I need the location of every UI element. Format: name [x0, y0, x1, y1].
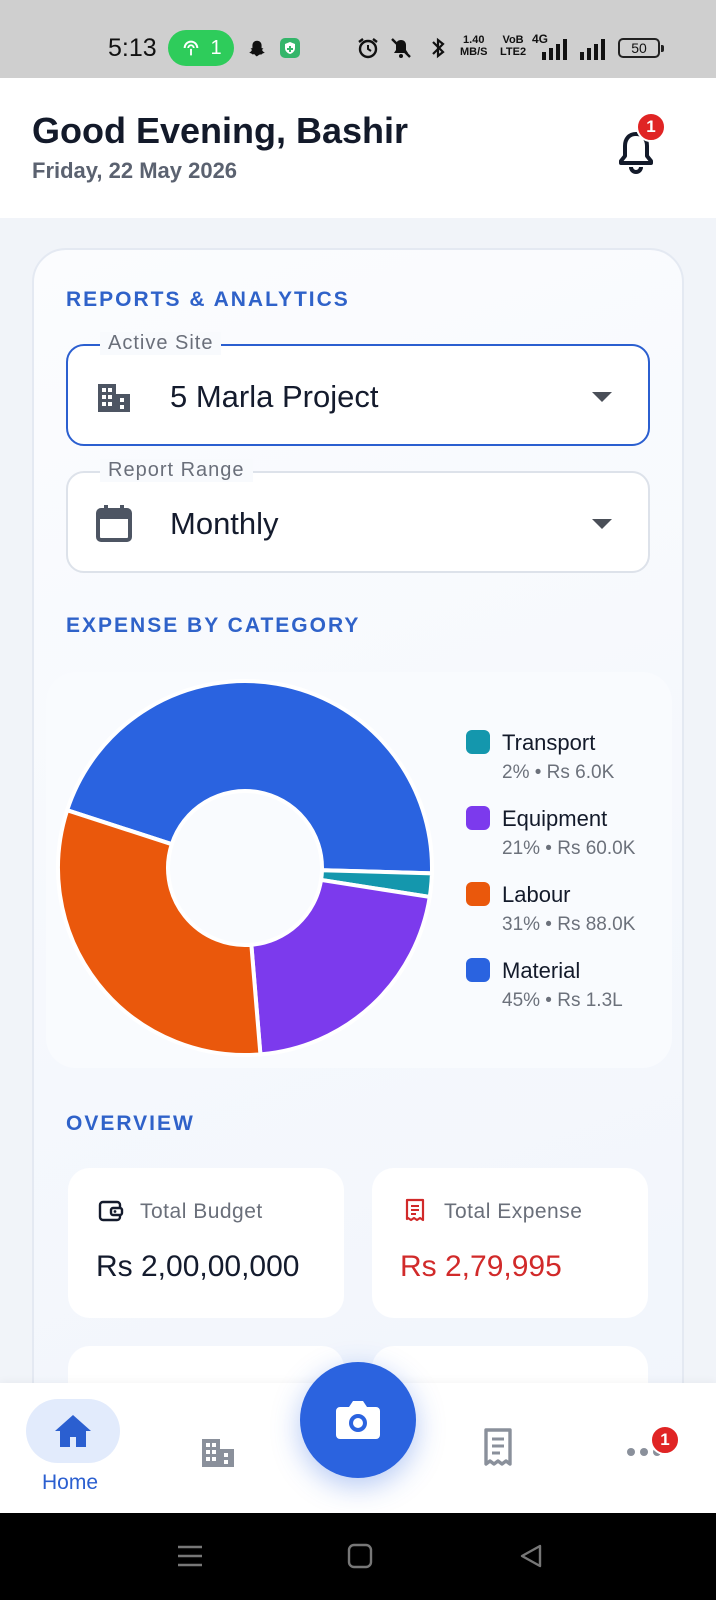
speed-value: 1.40 — [463, 34, 485, 46]
total-budget-label: Total Budget — [140, 1200, 263, 1223]
receipt-icon — [405, 1198, 425, 1222]
legend-item-material: Material 45% • Rs 1.3L — [466, 958, 686, 1034]
legend-name: Transport — [502, 730, 596, 755]
chart-legend: Transport 2% • Rs 6.0K Equipment 21% • R… — [466, 730, 686, 1034]
legend-swatch — [466, 730, 490, 754]
active-site-select[interactable]: Active Site 5 Marla Project — [66, 332, 650, 446]
report-range-label: Report Range — [100, 459, 253, 482]
volte-indicator: VoB LTE2 — [500, 34, 526, 58]
snapchat-icon — [249, 40, 265, 57]
hotspot-indicator: 1 — [168, 30, 234, 66]
alarm-icon — [358, 38, 378, 59]
system-navigation-bar — [0, 1513, 716, 1600]
signal-icon-2 — [580, 39, 605, 60]
nav-home-button[interactable] — [26, 1399, 120, 1463]
network-speed: 1.40 MB/S — [460, 34, 488, 58]
total-budget-card[interactable]: Total Budget Rs 2,00,00,000 — [68, 1168, 344, 1318]
legend-swatch — [466, 806, 490, 830]
hotspot-count: 1 — [210, 36, 222, 59]
volte-top: VoB — [502, 34, 524, 46]
building-icon — [98, 384, 130, 412]
active-site-value: 5 Marla Project — [170, 379, 379, 414]
overview-section-title: OVERVIEW — [66, 1112, 195, 1135]
legend-detail: 2% • Rs 6.0K — [502, 762, 615, 783]
status-time: 5:13 — [108, 34, 157, 62]
camera-icon — [336, 1401, 380, 1439]
nav-home-label[interactable]: Home — [42, 1471, 99, 1494]
total-budget-value: Rs 2,00,00,000 — [96, 1250, 300, 1283]
home-icon — [55, 1415, 91, 1447]
legend-swatch — [466, 958, 490, 982]
expense-donut-chart — [56, 679, 434, 1057]
legend-name: Equipment — [502, 806, 608, 831]
shield-app-icon — [280, 38, 300, 58]
reports-section-title: REPORTS & ANALYTICS — [66, 288, 350, 311]
hotspot-icon — [184, 40, 199, 56]
report-range-select[interactable]: Report Range Monthly — [66, 459, 650, 573]
report-range-value: Monthly — [170, 506, 279, 541]
donut-slice-material[interactable] — [64, 679, 434, 876]
nav-reports-icon[interactable] — [478, 1427, 518, 1471]
network-type: 4G — [532, 32, 549, 46]
greeting-title: Good Evening, Bashir — [32, 110, 409, 151]
speed-unit: MB/S — [460, 46, 488, 58]
total-expense-card[interactable]: Total Expense Rs 2,79,995 — [372, 1168, 648, 1318]
bluetooth-icon — [432, 37, 445, 59]
expense-section-title: EXPENSE BY CATEGORY — [66, 614, 361, 637]
signal-icon-1 — [542, 39, 567, 60]
notification-badge: 1 — [636, 112, 666, 142]
legend-swatch — [466, 882, 490, 906]
legend-item-labour: Labour 31% • Rs 88.0K — [466, 882, 686, 958]
total-expense-value: Rs 2,79,995 — [400, 1250, 562, 1283]
wallet-icon — [98, 1200, 124, 1222]
active-site-label: Active Site — [100, 332, 222, 355]
more-badge: 1 — [650, 1425, 680, 1455]
legend-item-transport: Transport 2% • Rs 6.0K — [466, 730, 686, 806]
app-header: Good Evening, Bashir Friday, 22 May 2026… — [0, 78, 716, 218]
notifications-button[interactable]: 1 — [614, 112, 666, 176]
status-bar: 5:13 1 1.40 MB/S VoB LTE2 4G 50 — [0, 0, 716, 78]
nav-sites-icon[interactable] — [198, 1431, 238, 1471]
chevron-down-icon — [592, 392, 612, 402]
legend-name: Material — [502, 958, 581, 983]
legend-name: Labour — [502, 882, 571, 907]
nav-more-button[interactable]: 1 — [622, 1425, 680, 1469]
legend-detail: 21% • Rs 60.0K — [502, 838, 636, 859]
legend-detail: 31% • Rs 88.0K — [502, 914, 636, 935]
recents-icon[interactable] — [176, 1544, 204, 1568]
legend-item-equipment: Equipment 21% • Rs 60.0K — [466, 806, 686, 882]
back-icon[interactable] — [518, 1543, 544, 1569]
total-expense-label: Total Expense — [444, 1200, 583, 1223]
volte-bottom: LTE2 — [500, 46, 527, 58]
legend-detail: 45% • Rs 1.3L — [502, 990, 623, 1011]
silent-mode-icon — [391, 38, 411, 58]
current-date: Friday, 22 May 2026 — [32, 158, 238, 183]
battery-indicator: 50 — [618, 38, 664, 58]
home-system-icon[interactable] — [347, 1543, 373, 1569]
donut-slice-labour[interactable] — [56, 807, 263, 1057]
donut-slice-equipment[interactable] — [249, 877, 433, 1057]
camera-capture-button[interactable] — [300, 1362, 416, 1478]
chevron-down-icon — [592, 519, 612, 529]
calendar-icon — [96, 505, 132, 542]
